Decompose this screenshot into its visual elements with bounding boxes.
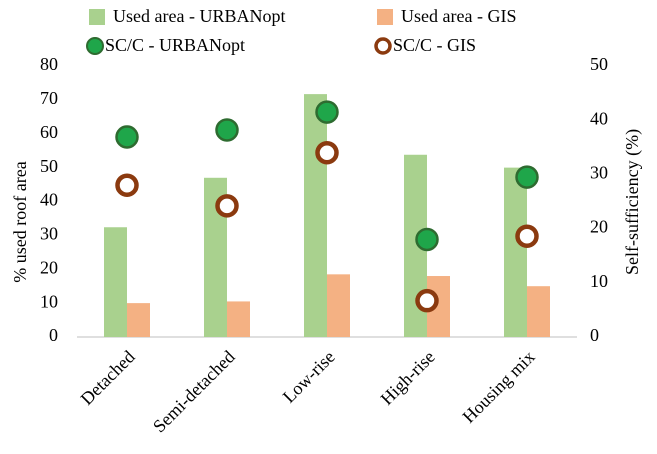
x-tick-label: Detached [77, 347, 139, 409]
point [215, 118, 239, 142]
y-tick-label: 40 [40, 190, 58, 210]
y-tick-label: 20 [40, 257, 58, 277]
point [515, 165, 539, 189]
bar [327, 274, 350, 337]
x-tick-label: Low-rise [279, 347, 339, 407]
bar [204, 177, 227, 337]
bar [527, 286, 550, 337]
legend-label: Used area - URBANopt [113, 6, 285, 26]
bar [504, 167, 527, 337]
y2-tick-label: 50 [590, 54, 608, 74]
y-tick-label: 50 [40, 156, 58, 176]
y2-axis-label: Self-sufficiency (%) [622, 129, 643, 275]
bar [127, 303, 150, 337]
bar [104, 227, 127, 337]
point [315, 100, 339, 124]
bar [304, 94, 327, 338]
point [115, 125, 139, 149]
legend-swatch [89, 9, 105, 25]
y-tick-label: 70 [40, 88, 58, 108]
point [215, 194, 239, 218]
y2-tick-label: 0 [590, 325, 599, 345]
y-tick-label: 60 [40, 122, 58, 142]
legend-swatch [377, 9, 393, 25]
y2-tick-label: 20 [590, 217, 608, 237]
y-tick-label: 0 [49, 325, 58, 345]
point [415, 288, 439, 313]
legend-label: Used area - GIS [401, 6, 516, 26]
x-tick-label: Housing mix [458, 347, 538, 427]
y2-tick-label: 30 [590, 163, 608, 183]
y2-tick-label: 10 [590, 271, 608, 291]
point [415, 227, 439, 252]
legend-swatch [86, 37, 104, 55]
y2-tick-label: 40 [590, 108, 608, 128]
point [115, 173, 139, 197]
y-tick-label: 30 [40, 224, 58, 244]
legend-swatch [374, 37, 392, 55]
bar [227, 301, 250, 337]
point [315, 140, 339, 165]
legend-label: SC/C - URBANopt [105, 35, 245, 55]
x-tick-label: Semi-detached [149, 347, 239, 437]
y-tick-label: 10 [40, 291, 58, 311]
y-axis-label: % used roof area [10, 161, 30, 282]
y-tick-label: 80 [40, 54, 58, 74]
point [515, 224, 539, 248]
x-tick-label: High-rise [377, 347, 439, 409]
legend-label: SC/C - GIS [393, 35, 476, 55]
